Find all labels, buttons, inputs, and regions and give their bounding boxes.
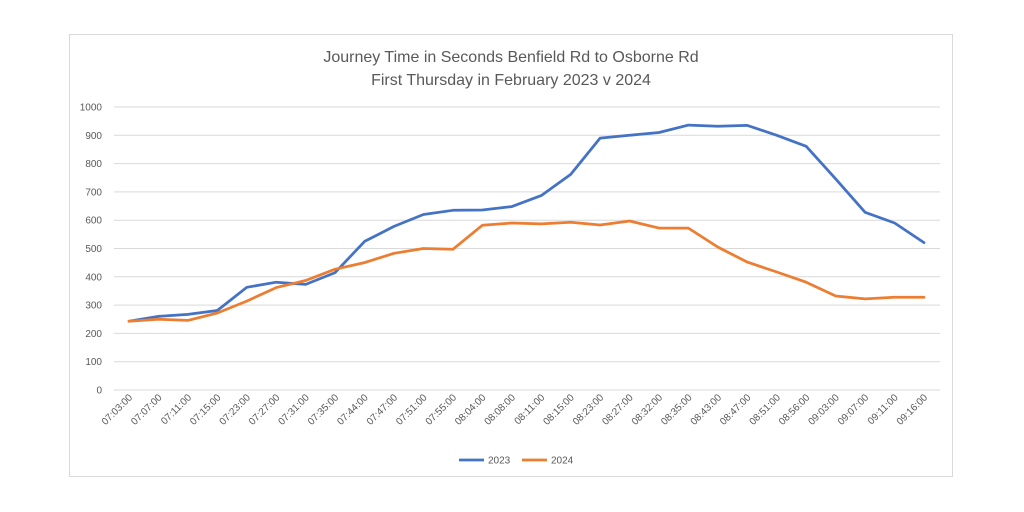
x-tick-label: 07:51:00 — [394, 392, 430, 428]
x-tick-label: 08:47:00 — [718, 392, 754, 428]
x-tick-label: 08:43:00 — [689, 392, 725, 428]
x-tick-label: 08:56:00 — [777, 392, 813, 428]
y-tick-label: 600 — [85, 216, 102, 227]
series-line-2024 — [127, 219, 926, 323]
y-tick-label: 900 — [85, 131, 102, 142]
x-tick-label: 09:03:00 — [806, 392, 842, 428]
x-tick-label: 08:08:00 — [483, 392, 519, 428]
y-tick-label: 300 — [85, 301, 102, 312]
x-tick-label: 07:35:00 — [306, 392, 342, 428]
x-tick-label: 08:35:00 — [659, 392, 695, 428]
x-tick-label: 08:23:00 — [571, 392, 607, 428]
chart-subtitle: First Thursday in February 2023 v 2024 — [371, 72, 651, 89]
legend-label-2024: 2024 — [551, 456, 574, 467]
x-tick-label: 07:47:00 — [365, 392, 401, 428]
y-tick-label: 200 — [85, 329, 102, 340]
x-tick-label: 07:23:00 — [218, 392, 254, 428]
legend-label-2023: 2023 — [488, 456, 511, 467]
x-tick-label: 07:31:00 — [276, 392, 312, 428]
y-tick-label: 700 — [85, 187, 102, 198]
series-line-2023 — [127, 123, 926, 323]
x-tick-label: 09:07:00 — [836, 392, 872, 428]
x-tick-label: 07:07:00 — [129, 392, 165, 428]
y-tick-label: 800 — [85, 159, 102, 170]
x-tick-label: 08:15:00 — [541, 392, 577, 428]
chart-title: Journey Time in Seconds Benfield Rd to O… — [323, 49, 698, 66]
chart-area — [69, 34, 953, 477]
x-tick-label: 07:15:00 — [188, 392, 224, 428]
y-tick-label: 1000 — [80, 103, 103, 114]
y-tick-label: 100 — [85, 357, 102, 368]
x-tick-label: 07:03:00 — [100, 392, 136, 428]
x-tick-label: 07:55:00 — [424, 392, 460, 428]
y-tick-label: 0 — [96, 386, 102, 397]
x-tick-label: 07:27:00 — [247, 392, 283, 428]
y-tick-label: 400 — [85, 272, 102, 283]
x-tick-label: 08:04:00 — [453, 392, 489, 428]
x-tick-label: 09:16:00 — [895, 392, 931, 428]
x-tick-label: 08:27:00 — [600, 392, 636, 428]
y-tick-label: 500 — [85, 244, 102, 255]
x-tick-label: 08:32:00 — [630, 392, 666, 428]
x-tick-label: 07:44:00 — [335, 392, 371, 428]
x-tick-label: 08:51:00 — [748, 392, 784, 428]
